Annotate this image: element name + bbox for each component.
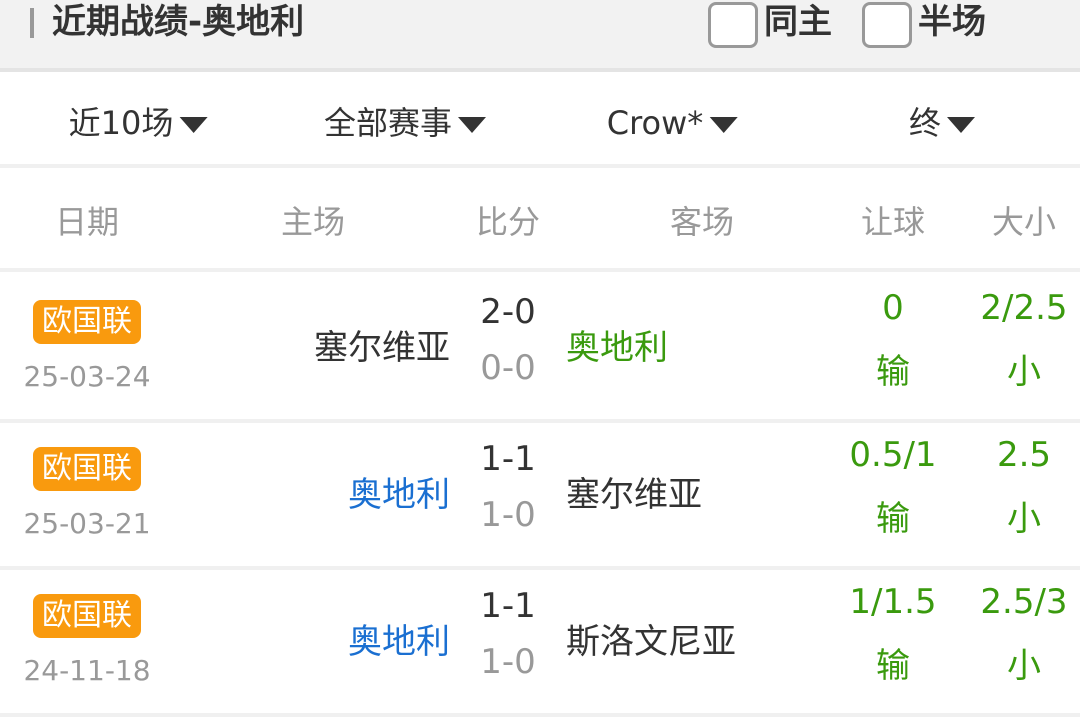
half-time-score: 0-0 xyxy=(480,348,536,388)
title-marker xyxy=(30,8,34,38)
full-time-score: 2-0 xyxy=(480,292,536,332)
filter-label: 近10场 xyxy=(68,104,174,142)
filter-competition-dropdown[interactable]: 全部赛事 xyxy=(323,78,487,168)
home-team[interactable]: 塞尔维亚 xyxy=(314,328,450,368)
table-row[interactable]: 欧国联 25-03-21 奥地利 1-1 1-0 塞尔维亚 0.5/1 输 2.… xyxy=(0,423,1080,570)
half-time-score: 1-0 xyxy=(480,642,536,682)
league-badge: 欧国联 xyxy=(33,594,141,638)
handicap-line: 0 xyxy=(882,288,904,328)
caret-down-icon xyxy=(947,117,976,133)
section-title: 近期战绩-奥地利 xyxy=(52,2,305,42)
table-header: 日期 主场 比分 客场 让球 大小 xyxy=(0,172,1080,272)
caret-down-icon xyxy=(458,117,487,133)
col-away: 客场 xyxy=(669,203,735,241)
over-under-line: 2.5 xyxy=(996,435,1052,475)
filter-count-dropdown[interactable]: 近10场 xyxy=(69,78,208,168)
col-date: 日期 xyxy=(54,203,120,241)
match-date: 25-03-24 xyxy=(23,360,151,393)
col-score: 比分 xyxy=(475,203,541,241)
col-handicap: 让球 xyxy=(860,203,926,241)
over-under-line: 2/2.5 xyxy=(980,288,1068,328)
same-home-label[interactable]: 同主 xyxy=(764,2,832,42)
over-under-result: 小 xyxy=(1007,499,1041,539)
league-badge: 欧国联 xyxy=(33,300,141,344)
match-date: 25-03-21 xyxy=(23,507,151,540)
caret-down-icon xyxy=(179,117,208,133)
half-checkbox[interactable] xyxy=(862,2,912,48)
over-under-line: 2.5/3 xyxy=(980,582,1068,622)
full-time-score: 1-1 xyxy=(480,439,536,479)
away-team[interactable]: 斯洛文尼亚 xyxy=(566,622,736,662)
match-date: 24-11-18 xyxy=(23,654,151,687)
half-label[interactable]: 半场 xyxy=(918,2,986,42)
filter-bookmaker-dropdown[interactable]: Crow* xyxy=(607,78,738,168)
handicap-line: 0.5/1 xyxy=(849,435,937,475)
league-badge: 欧国联 xyxy=(33,447,141,491)
handicap-line: 1/1.5 xyxy=(849,582,937,622)
handicap-result: 输 xyxy=(876,499,910,539)
filter-bar: 近10场 全部赛事 Crow* 终 xyxy=(0,78,1080,168)
over-under-result: 小 xyxy=(1007,352,1041,392)
filter-label: Crow* xyxy=(606,104,704,142)
same-home-checkbox[interactable] xyxy=(708,2,758,48)
away-team[interactable]: 塞尔维亚 xyxy=(566,475,702,515)
col-over-under: 大小 xyxy=(991,203,1057,241)
filter-label: 全部赛事 xyxy=(323,104,453,142)
full-time-score: 1-1 xyxy=(480,586,536,626)
caret-down-icon xyxy=(709,117,738,133)
away-team[interactable]: 奥地利 xyxy=(566,328,668,368)
col-home: 主场 xyxy=(280,203,346,241)
half-time-score: 1-0 xyxy=(480,495,536,535)
over-under-result: 小 xyxy=(1007,646,1041,686)
handicap-result: 输 xyxy=(876,352,910,392)
home-team[interactable]: 奥地利 xyxy=(348,475,450,515)
section-header: 近期战绩-奥地利 同主 半场 xyxy=(0,0,1080,72)
home-team[interactable]: 奥地利 xyxy=(348,622,450,662)
filter-label: 终 xyxy=(908,104,942,142)
handicap-result: 输 xyxy=(876,646,910,686)
filter-period-dropdown[interactable]: 终 xyxy=(908,78,976,168)
table-row[interactable]: 欧国联 24-11-18 奥地利 1-1 1-0 斯洛文尼亚 1/1.5 输 2… xyxy=(0,570,1080,717)
table-row[interactable]: 欧国联 25-03-24 塞尔维亚 2-0 0-0 奥地利 0 输 2/2.5 … xyxy=(0,276,1080,423)
